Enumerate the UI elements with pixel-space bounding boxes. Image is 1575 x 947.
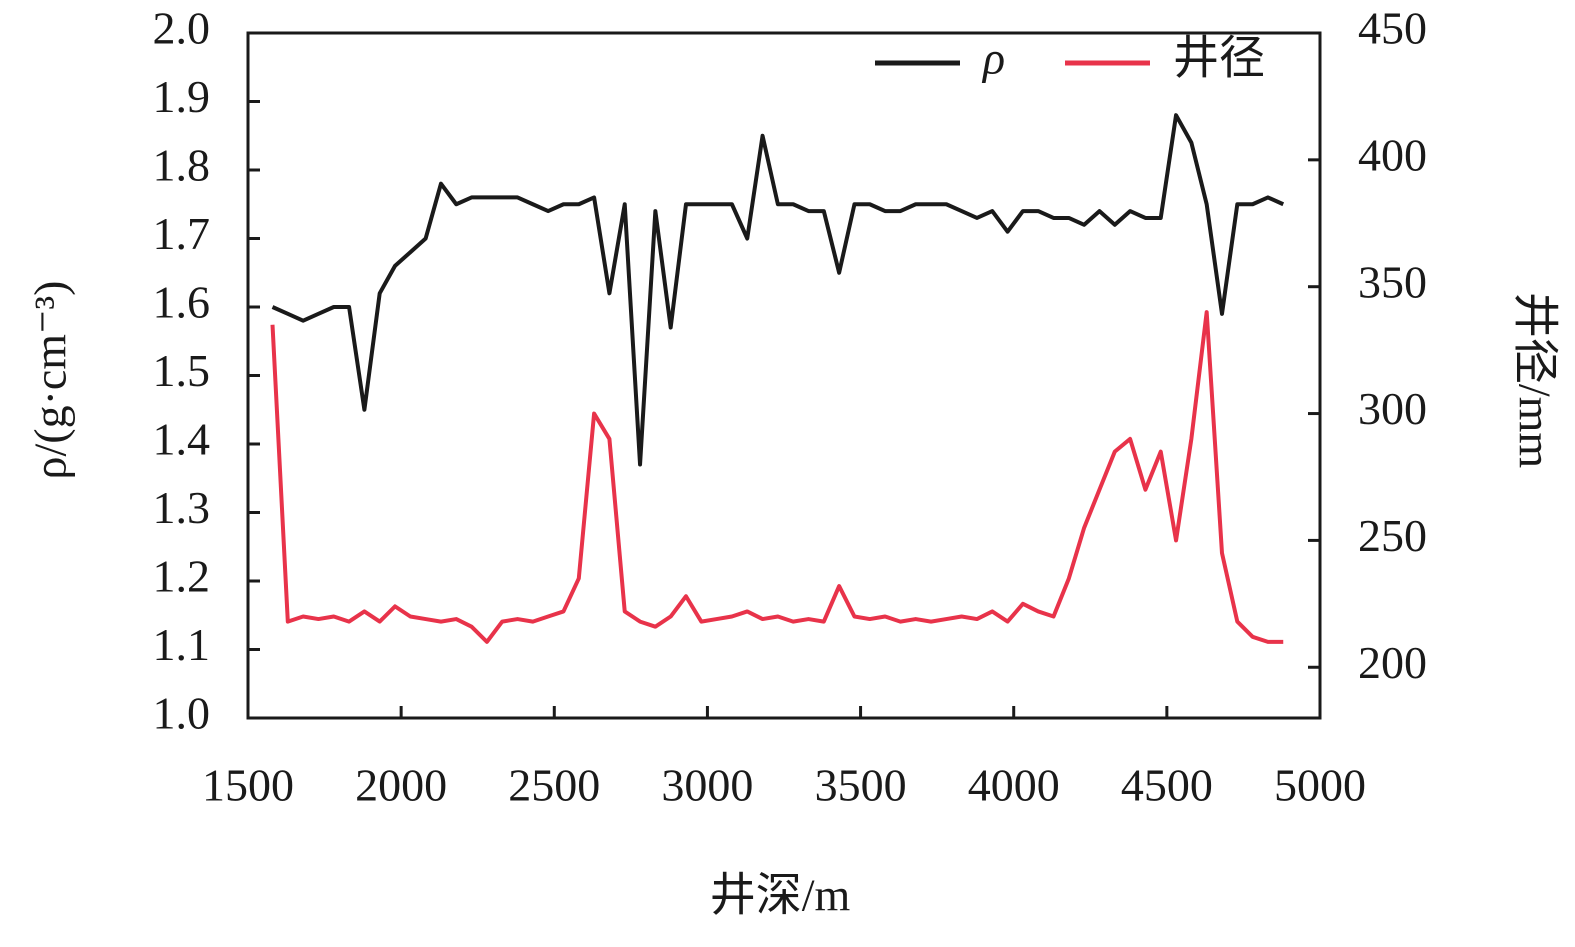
y-tick-label: 1.5 [153,345,211,396]
y-tick-label: 1.9 [153,71,211,122]
x-tick-label: 3000 [661,760,753,811]
y-tick-label: 1.8 [153,140,211,191]
x-tick-label: 2000 [355,760,447,811]
x-tick-label: 4000 [968,760,1060,811]
y-tick-label: 1.3 [153,482,211,533]
y2-tick-label: 350 [1358,256,1427,307]
y2-tick-label: 300 [1358,383,1427,434]
x-tick-label: 1500 [202,760,294,811]
x-tick-label: 4500 [1121,760,1213,811]
y-axis-label: ρ/(g·cm⁻³) [25,281,76,480]
y-tick-label: 1.6 [153,277,211,328]
y2-tick-label: 250 [1358,510,1427,561]
y-tick-label: 2.0 [153,3,211,54]
y2-axis-label: 井径/mm [1509,292,1560,469]
y-tick-label: 1.4 [153,414,211,465]
legend-label: 井径 [1173,33,1265,84]
data-line [270,310,1284,644]
y2-tick-label: 400 [1358,129,1427,180]
y-tick-label: 1.0 [153,688,211,739]
x-tick-label: 5000 [1274,760,1366,811]
y2-tick-label: 200 [1358,637,1427,688]
y-tick-label: 1.1 [153,619,211,670]
x-tick-label: 2500 [508,760,600,811]
x-axis-label: 井深/m [710,870,851,921]
y2-tick-label: 450 [1358,3,1427,54]
data-line [271,113,1285,467]
y-tick-label: 1.2 [153,551,211,602]
legend-label: ρ [981,33,1005,84]
y-tick-label: 1.7 [153,208,211,259]
x-tick-label: 3500 [815,760,907,811]
